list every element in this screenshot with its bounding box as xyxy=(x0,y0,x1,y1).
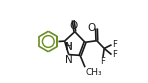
Text: F: F xyxy=(112,50,117,59)
Text: H: H xyxy=(66,42,72,51)
Text: F: F xyxy=(100,57,105,66)
Text: N: N xyxy=(65,55,73,65)
Text: N: N xyxy=(65,42,73,51)
Text: O: O xyxy=(69,21,77,31)
Text: F: F xyxy=(112,40,117,49)
Text: O: O xyxy=(88,23,96,33)
Text: CH₃: CH₃ xyxy=(85,68,102,77)
